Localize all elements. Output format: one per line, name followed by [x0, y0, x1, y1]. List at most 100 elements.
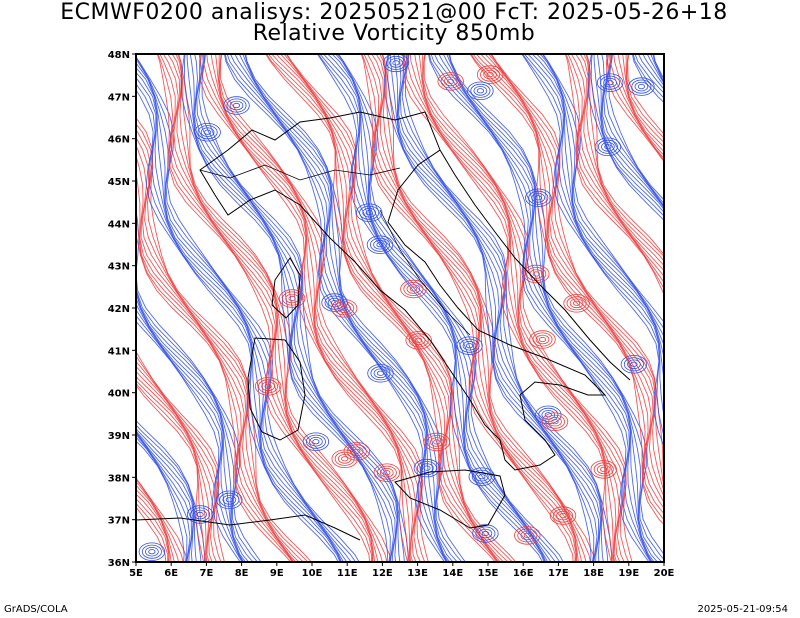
vortex-contour	[365, 210, 373, 216]
negative-contour	[739, 44, 800, 572]
positive-contour	[206, 54, 413, 562]
positive-contour	[136, 384, 205, 562]
negative-contour	[601, 54, 664, 208]
positive-contour	[605, 54, 664, 163]
vortex-contour	[343, 442, 371, 461]
vortex-contour	[637, 84, 646, 90]
positive-contour	[470, 54, 664, 521]
vortex-contour	[376, 370, 385, 376]
positive-contour	[220, 54, 429, 562]
lat-label: 40N	[108, 389, 130, 400]
negative-contour	[404, 54, 613, 562]
positive-contour	[675, 44, 800, 572]
positive-contour	[136, 506, 167, 562]
vortex-contour	[429, 437, 444, 447]
positive-contour	[136, 123, 309, 562]
lat-label: 46N	[108, 135, 130, 146]
lat-label: 45N	[108, 177, 130, 188]
negative-contour	[442, 54, 659, 562]
vortex-contour	[196, 511, 204, 518]
vortex-contour	[525, 188, 552, 208]
vortex-contour	[373, 368, 388, 379]
latitude-axis: 36N 37N 38N 39N 40N 41N 42N 43N 44N 45N 46N 47N 48N	[108, 50, 136, 569]
vortex-contour	[141, 544, 162, 559]
negative-contour	[521, 54, 664, 448]
negative-contour	[539, 54, 664, 338]
positive-contour	[136, 129, 305, 562]
negative-contour	[590, 54, 664, 217]
vortex-contour	[551, 419, 559, 425]
vortex-contour	[423, 432, 451, 452]
vortex-contour	[312, 439, 320, 445]
vortex-contour	[566, 296, 587, 311]
negative-contour	[653, 54, 664, 81]
negative-contour	[136, 431, 193, 562]
positive-contour	[136, 484, 175, 562]
positive-contour	[360, 54, 574, 562]
vortex-contour	[409, 286, 417, 292]
positive-contour	[685, 44, 800, 572]
positive-contour	[136, 232, 292, 562]
negative-contour	[136, 427, 197, 562]
vortex-contour	[569, 298, 584, 309]
vortex-contour	[415, 337, 423, 343]
negative-contour	[397, 54, 602, 562]
positive-contour	[767, 44, 800, 572]
vortex-contour	[383, 470, 391, 476]
positive-contour	[688, 44, 800, 572]
positive-contour	[375, 54, 583, 562]
vortex-contour	[478, 528, 493, 539]
positive-contour	[409, 54, 617, 562]
vortex-contour	[302, 432, 330, 451]
vortex-contour	[367, 364, 394, 383]
balkan-coast	[439, 149, 631, 381]
negative-contour	[316, 54, 544, 562]
lon-label: 9E	[270, 568, 284, 579]
vortex-contour	[216, 490, 243, 510]
lon-label: 5E	[129, 568, 143, 579]
positive-contour	[469, 54, 664, 526]
positive-contour	[779, 44, 800, 572]
negative-contour	[398, 54, 602, 562]
negative-contour	[631, 54, 664, 104]
negative-contour	[720, 44, 800, 572]
vortex-contour	[278, 289, 306, 308]
negative-contour	[384, 54, 592, 562]
negative-contour	[136, 284, 254, 562]
negative-contour	[136, 420, 206, 562]
vortex-contour	[426, 434, 447, 449]
negative-contour	[523, 54, 664, 422]
negative-contour	[136, 71, 343, 562]
positive-contour	[167, 54, 376, 562]
positive-contour	[136, 379, 207, 562]
positive-contour	[171, 54, 379, 562]
vortex-contour	[478, 474, 486, 480]
negative-contour	[650, 54, 664, 84]
lon-label: 19E	[618, 568, 639, 579]
negative-contour	[605, 54, 664, 205]
vortex-contour	[330, 299, 339, 306]
negative-contour	[136, 291, 250, 562]
software-credit: GrADS/COLA	[4, 604, 68, 615]
positive-contour	[215, 54, 419, 562]
negative-contour	[136, 83, 341, 562]
negative-contour	[438, 54, 655, 562]
vortex-contour	[392, 60, 400, 66]
vortex-contour	[538, 336, 547, 343]
vortex-contour	[443, 76, 458, 87]
positive-contour	[136, 365, 216, 562]
positive-contour	[414, 54, 620, 562]
vortex-contour	[596, 73, 624, 92]
vortex-contour	[197, 125, 218, 140]
positive-contour	[418, 54, 623, 562]
vortex-contour	[264, 383, 272, 389]
vortex-contour	[623, 357, 644, 372]
negative-contour	[731, 44, 800, 572]
negative-contour	[399, 54, 604, 562]
positive-contour	[210, 54, 417, 562]
positive-contour	[490, 54, 664, 487]
negative-contour	[180, 54, 389, 562]
negative-contour	[531, 54, 664, 360]
positive-contour	[136, 170, 294, 562]
positive-contour	[423, 54, 633, 562]
